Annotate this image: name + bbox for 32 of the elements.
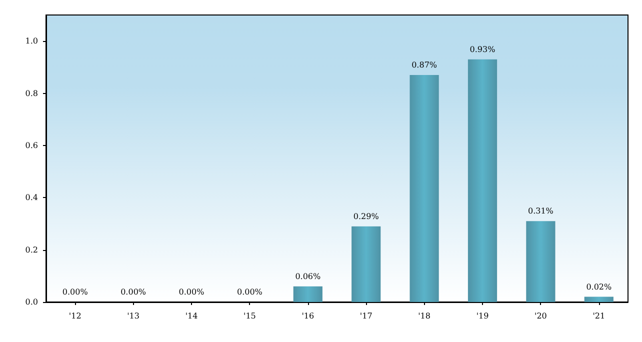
x-tick-label: '19 [476, 312, 489, 320]
y-tick-label: 0.8 [25, 88, 38, 98]
x-tick-label: '18 [418, 312, 430, 320]
data-label: 0.06% [295, 272, 321, 281]
data-label: 0.29% [353, 212, 380, 221]
y-tick-label: 0.2 [25, 245, 38, 254]
bar [293, 286, 322, 302]
data-label: 0.00% [236, 288, 263, 296]
y-tick-label: 0.4 [25, 193, 38, 202]
bar [584, 296, 614, 302]
x-tick-label: '13 [127, 312, 140, 320]
data-label: 0.00% [178, 288, 205, 296]
bar [352, 226, 381, 302]
x-tick-label: '12 [68, 312, 82, 320]
x-tick-label: '21 [592, 312, 606, 320]
x-tick-label: '20 [534, 312, 547, 320]
data-label: 0.31% [528, 206, 554, 216]
y-tick-label: 0.0 [25, 298, 38, 306]
data-label: 0.93% [470, 44, 496, 54]
data-label: 0.87% [412, 60, 438, 70]
x-tick-label: '15 [244, 312, 256, 320]
data-label: 0.00% [62, 288, 88, 296]
bar [468, 59, 498, 302]
data-label: 0.00% [120, 288, 146, 296]
x-tick-label: '16 [302, 312, 314, 320]
y-tick-label: 1.0 [25, 36, 38, 46]
x-tick-label: '14 [185, 312, 198, 320]
bar [410, 75, 439, 302]
y-tick-label: 0.6 [25, 140, 38, 150]
x-tick-label: '17 [360, 312, 372, 320]
data-label: 0.02% [586, 282, 612, 292]
bar [526, 221, 556, 302]
